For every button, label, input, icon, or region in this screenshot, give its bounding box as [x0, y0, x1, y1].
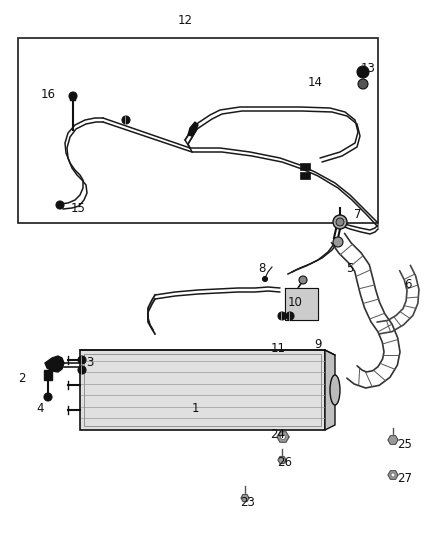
- Bar: [300, 163, 310, 170]
- Text: 4: 4: [36, 401, 44, 415]
- Circle shape: [56, 201, 64, 209]
- Text: 24: 24: [271, 429, 286, 441]
- Text: 27: 27: [398, 472, 413, 484]
- Circle shape: [122, 116, 130, 124]
- Text: 25: 25: [398, 439, 413, 451]
- Circle shape: [286, 312, 294, 320]
- Text: 11: 11: [271, 342, 286, 354]
- Polygon shape: [278, 457, 286, 464]
- Text: 10: 10: [288, 295, 302, 309]
- Text: 15: 15: [71, 201, 85, 214]
- Polygon shape: [80, 350, 325, 430]
- Circle shape: [262, 277, 268, 281]
- Text: 26: 26: [278, 456, 293, 469]
- Circle shape: [78, 366, 86, 374]
- Polygon shape: [277, 432, 289, 442]
- Polygon shape: [44, 370, 52, 380]
- Polygon shape: [388, 471, 398, 479]
- Circle shape: [278, 312, 286, 320]
- Polygon shape: [241, 495, 249, 502]
- Text: 9: 9: [314, 338, 322, 351]
- Bar: [84, 354, 321, 426]
- Text: 14: 14: [307, 76, 322, 88]
- Circle shape: [299, 276, 307, 284]
- Text: 8: 8: [258, 262, 266, 274]
- Ellipse shape: [330, 375, 340, 405]
- Text: 23: 23: [240, 496, 255, 508]
- Polygon shape: [188, 122, 198, 136]
- Text: 13: 13: [360, 61, 375, 75]
- Text: 2: 2: [18, 372, 26, 384]
- Polygon shape: [285, 288, 318, 320]
- Circle shape: [69, 92, 77, 100]
- Circle shape: [391, 473, 395, 477]
- Circle shape: [78, 356, 86, 364]
- Polygon shape: [388, 435, 398, 445]
- Circle shape: [336, 218, 344, 226]
- Text: 7: 7: [354, 208, 362, 222]
- Text: 6: 6: [404, 279, 412, 292]
- Polygon shape: [325, 350, 335, 430]
- Bar: [18, 38, 378, 223]
- Circle shape: [333, 215, 347, 229]
- Bar: [70, 97, 76, 101]
- Bar: [300, 172, 310, 179]
- Text: 12: 12: [177, 13, 192, 27]
- Circle shape: [358, 79, 368, 89]
- Text: 16: 16: [40, 88, 56, 101]
- Circle shape: [333, 237, 343, 247]
- Text: 1: 1: [191, 401, 199, 415]
- Text: 5: 5: [346, 262, 354, 274]
- Circle shape: [357, 66, 369, 78]
- Polygon shape: [45, 356, 64, 372]
- Circle shape: [281, 434, 286, 439]
- Circle shape: [44, 393, 52, 401]
- Text: 3: 3: [86, 356, 94, 368]
